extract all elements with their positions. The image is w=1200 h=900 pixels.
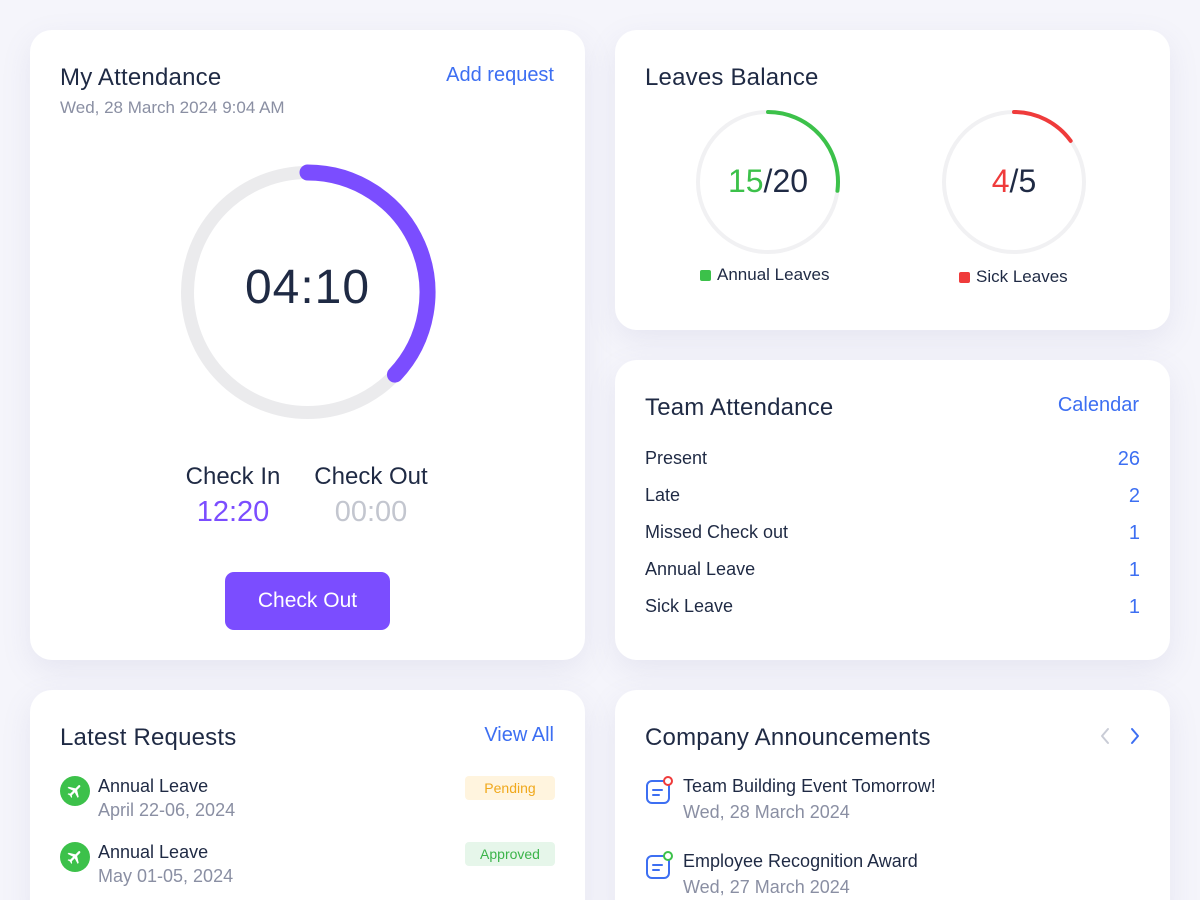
- announcement-title: Employee Recognition Award: [683, 851, 918, 871]
- sick-leaves-swatch: [959, 271, 970, 283]
- check-in-label: Check In: [185, 463, 281, 490]
- announcement-title: Team Building Event Tomorrow!: [683, 776, 936, 796]
- team-row-label: Sick Leave: [645, 596, 734, 616]
- attendance-date: Wed, 28 March 2024 9:04 AM: [60, 98, 285, 117]
- latest-requests-title: Latest Requests: [60, 724, 237, 751]
- status-badge: Pending: [465, 776, 555, 800]
- add-request-link[interactable]: Add request: [446, 64, 554, 86]
- airplane-icon: [60, 776, 90, 806]
- sick-leaves-ring: [942, 110, 1086, 254]
- attendance-timer: 04:10: [244, 261, 371, 314]
- view-all-link[interactable]: View All: [484, 724, 554, 746]
- team-row-label: Present: [645, 448, 708, 468]
- chevron-left-icon[interactable]: [1095, 726, 1115, 746]
- annual-leaves-swatch: [700, 269, 711, 281]
- announcement-item[interactable]: Employee Recognition Award Wed, 27 March…: [645, 851, 1140, 900]
- team-row-count[interactable]: 2: [1128, 485, 1140, 507]
- annual-leaves-total: 20: [772, 163, 809, 199]
- annual-leaves-used: 15: [727, 163, 764, 199]
- airplane-icon: [60, 842, 90, 872]
- team-row-missed-check-out: Missed Check out 1: [645, 522, 1140, 552]
- team-row-label: Missed Check out: [645, 522, 789, 542]
- request-dates: May 01-05, 2024: [98, 866, 234, 886]
- announcement-date: Wed, 28 March 2024: [683, 802, 850, 822]
- team-row-present: Present 26: [645, 448, 1140, 478]
- status-badge: Approved: [465, 842, 555, 866]
- check-out-label: Check Out: [314, 463, 428, 490]
- chevron-right-icon[interactable]: [1125, 726, 1145, 746]
- check-in-value: 12:20: [196, 496, 270, 528]
- leaves-balance-title: Leaves Balance: [645, 64, 819, 91]
- sick-leaves-used: 4: [991, 163, 1010, 199]
- announcement-item[interactable]: Team Building Event Tomorrow! Wed, 28 Ma…: [645, 776, 1140, 828]
- check-out-button[interactable]: Check Out: [225, 572, 390, 630]
- annual-leaves-separator: /: [763, 163, 773, 199]
- sick-leaves-arc: [1012, 110, 1073, 143]
- request-name: Annual Leave: [98, 842, 209, 862]
- annual-leaves-legend: Annual Leaves: [700, 265, 829, 285]
- my-attendance-card: My Attendance Add request Wed, 28 March …: [30, 30, 585, 660]
- team-attendance-title: Team Attendance: [645, 394, 834, 421]
- request-dates: April 22-06, 2024: [98, 800, 236, 820]
- team-row-count[interactable]: 1: [1128, 596, 1140, 618]
- team-row-count[interactable]: 1: [1128, 559, 1140, 581]
- company-announcements-title: Company Announcements: [645, 724, 931, 751]
- team-attendance-card: Team Attendance Calendar Present 26 Late…: [615, 360, 1170, 660]
- team-row-label: Annual Leave: [645, 559, 756, 579]
- sick-leaves-legend: Sick Leaves: [959, 267, 1068, 287]
- calendar-link[interactable]: Calendar: [1057, 394, 1139, 416]
- request-item[interactable]: Annual Leave April 22-06, 2024 Pending: [60, 776, 555, 828]
- annual-leaves-label: Annual Leaves: [717, 265, 830, 284]
- annual-leaves-ring: [696, 110, 840, 254]
- my-attendance-title: My Attendance: [60, 64, 222, 91]
- company-announcements-card: Company Announcements Team Building Even…: [615, 690, 1170, 900]
- team-row-count[interactable]: 1: [1128, 522, 1140, 544]
- sick-leaves-label: Sick Leaves: [976, 267, 1068, 286]
- announcement-date: Wed, 27 March 2024: [683, 877, 850, 897]
- team-row-label: Late: [645, 485, 681, 505]
- attendance-timer-ring: [181, 164, 436, 419]
- timer-ring-progress: [299, 164, 436, 383]
- team-row-count[interactable]: 26: [1117, 448, 1140, 470]
- leaves-balance-card: Leaves Balance 15/20 Annual Leaves 4/5 S…: [615, 30, 1170, 330]
- annual-leaves-value: 15/20: [693, 163, 843, 200]
- team-row-late: Late 2: [645, 485, 1140, 515]
- request-item[interactable]: Annual Leave May 01-05, 2024 Approved: [60, 842, 555, 894]
- request-name: Annual Leave: [98, 776, 209, 796]
- latest-requests-card: Latest Requests View All Annual Leave Ap…: [30, 690, 585, 900]
- check-out-value: 00:00: [334, 496, 408, 528]
- sick-leaves-separator: /: [1009, 163, 1019, 199]
- announcement-icon: [646, 851, 673, 879]
- team-row-sick-leave: Sick Leave 1: [645, 596, 1140, 626]
- team-row-annual-leave: Annual Leave 1: [645, 559, 1140, 589]
- sick-leaves-value: 4/5: [939, 163, 1089, 200]
- annual-leaves-arc: [766, 110, 840, 193]
- announcement-icon: [646, 776, 673, 804]
- sick-leaves-total: 5: [1018, 163, 1037, 199]
